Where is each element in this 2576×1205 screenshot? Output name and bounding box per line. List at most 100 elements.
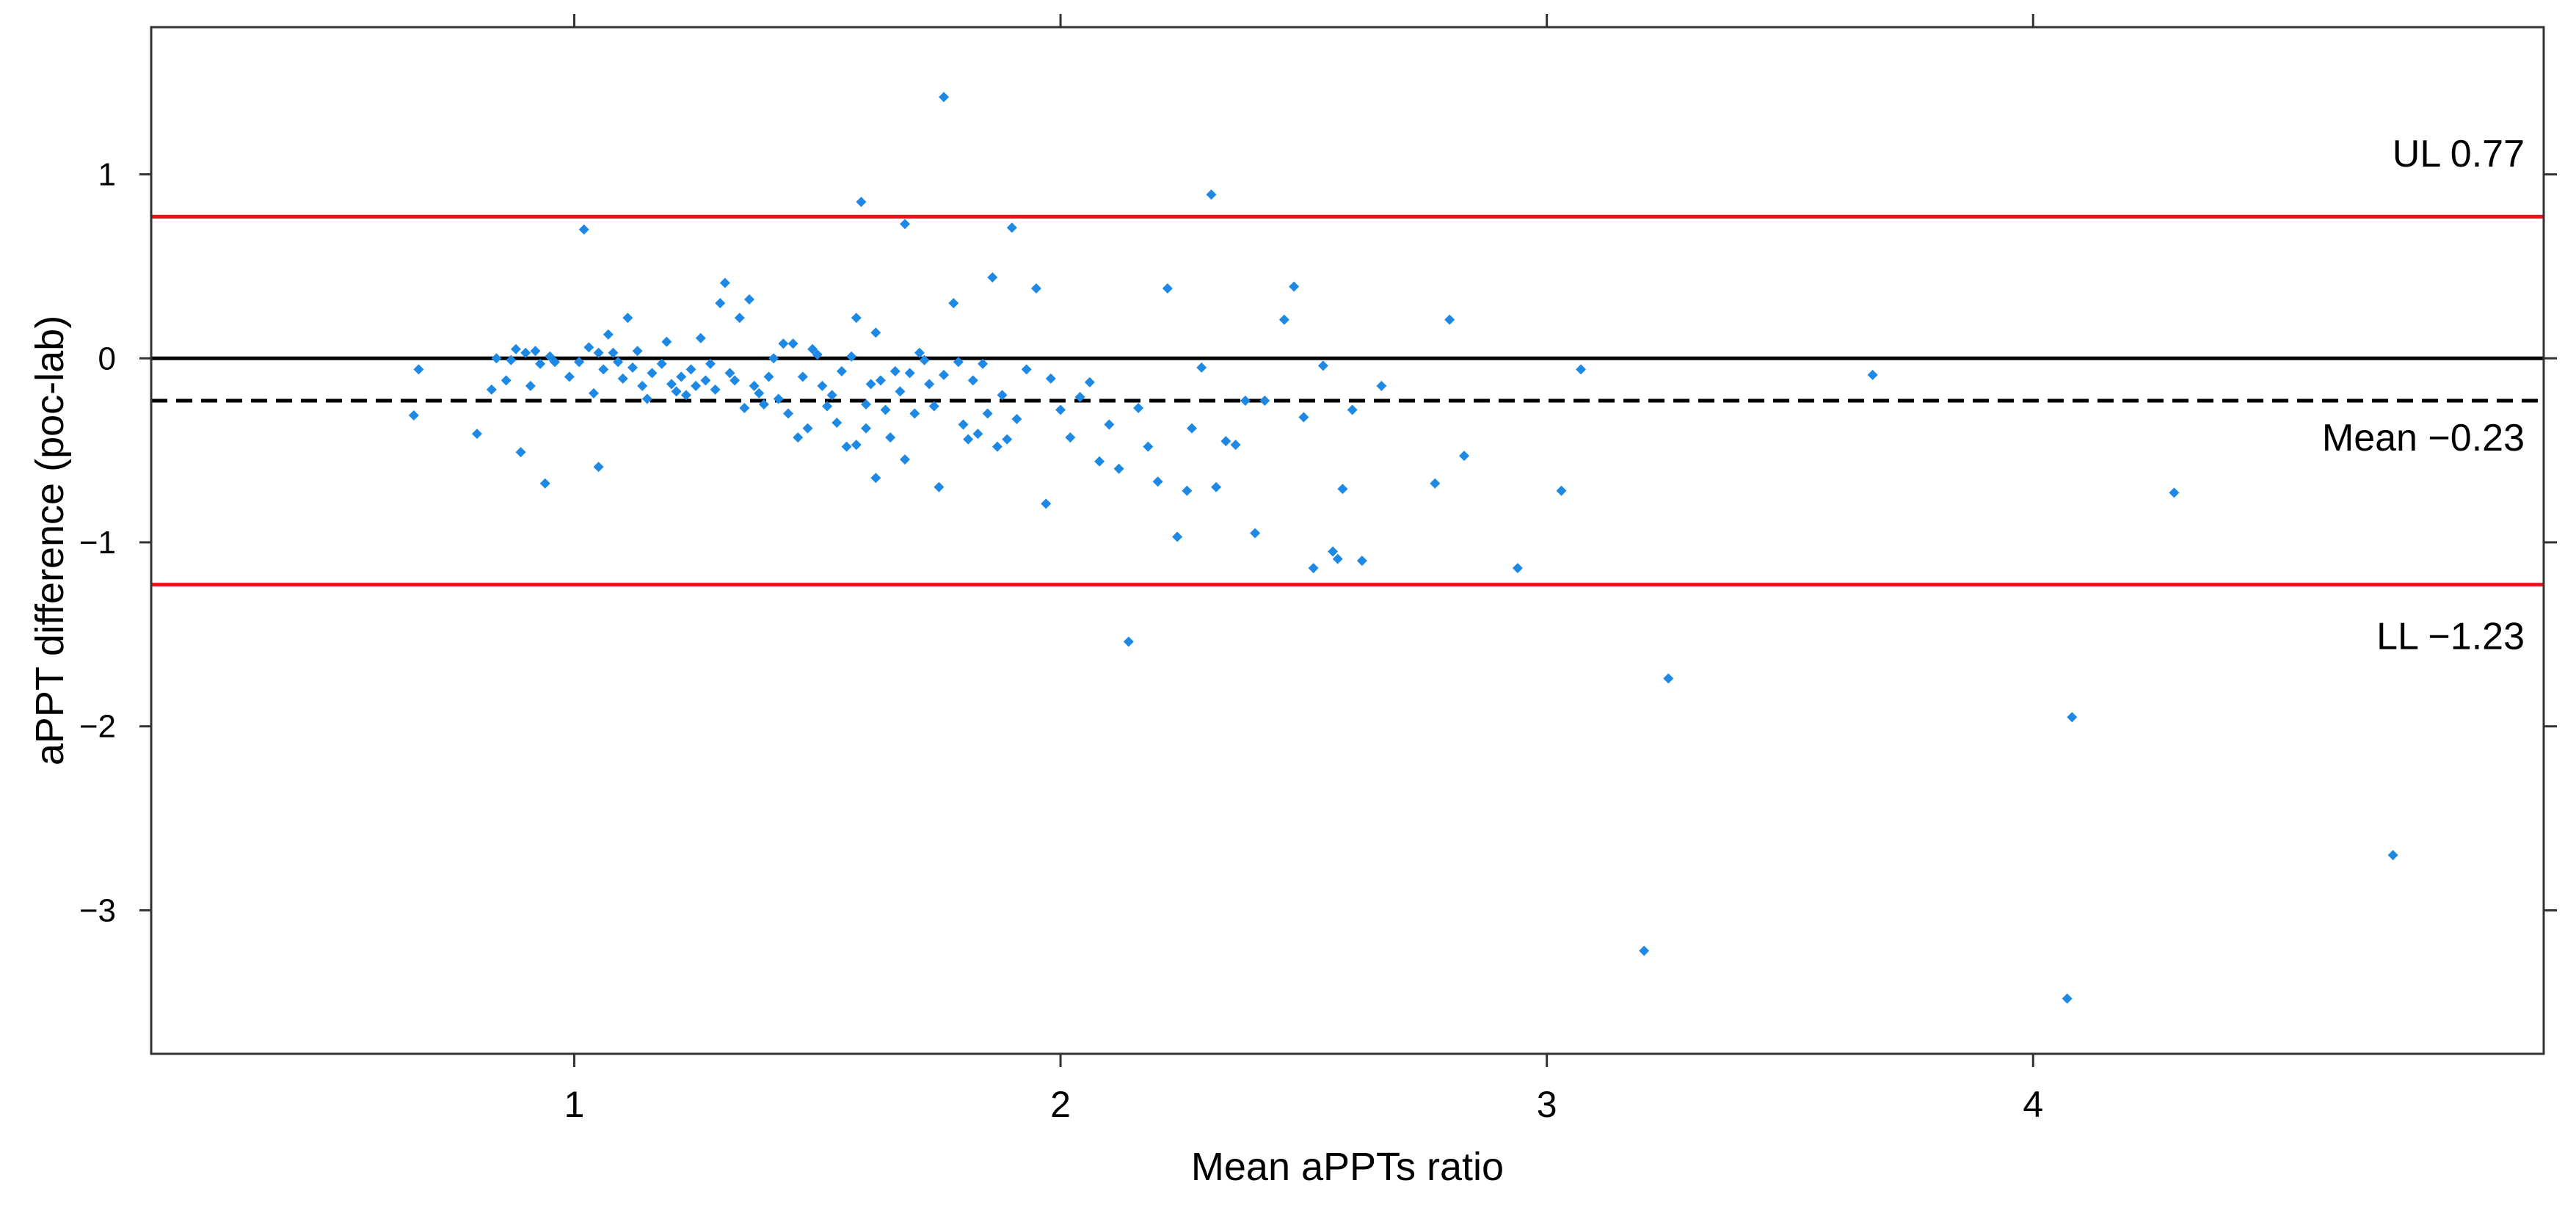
- y-axis-title: aPPT difference (poc-lab): [28, 316, 72, 765]
- data-point: [491, 353, 502, 364]
- data-point: [870, 327, 881, 338]
- data-point: [744, 294, 754, 305]
- lower-limit-label: LL −1.23: [2376, 616, 2525, 658]
- data-point: [982, 408, 993, 419]
- data-point: [1867, 369, 1878, 380]
- data-point: [870, 473, 881, 484]
- data-point: [1337, 484, 1348, 495]
- data-point: [900, 454, 911, 465]
- x-tick-label: 4: [2023, 1084, 2043, 1125]
- data-point: [768, 353, 779, 364]
- x-tick-label: 1: [564, 1084, 585, 1125]
- data-point: [603, 329, 614, 340]
- data-point: [613, 357, 624, 368]
- data-point: [763, 371, 774, 382]
- data-point: [997, 390, 1008, 401]
- data-point: [598, 364, 609, 375]
- reference-lines: [151, 214, 2544, 587]
- data-point: [934, 481, 945, 492]
- data-point: [1347, 404, 1358, 415]
- data-point: [958, 419, 969, 430]
- data-point: [1289, 281, 1300, 292]
- data-point: [2062, 993, 2073, 1004]
- data-point: [904, 368, 915, 379]
- data-point: [1182, 485, 1193, 496]
- data-point: [1152, 476, 1163, 487]
- data-point: [608, 347, 619, 358]
- data-point: [1512, 563, 1523, 574]
- data-point: [865, 379, 876, 390]
- data-point: [1556, 485, 1567, 496]
- data-point: [1084, 376, 1095, 387]
- data-point: [535, 358, 546, 369]
- data-point: [1030, 283, 1041, 294]
- data-point: [691, 380, 702, 391]
- data-point: [1444, 314, 1455, 325]
- data-point: [900, 219, 911, 230]
- data-point: [851, 313, 862, 324]
- y-tick-label: 0: [98, 341, 116, 376]
- data-point: [661, 336, 672, 347]
- data-point: [992, 441, 1003, 452]
- data-point: [1211, 481, 1222, 492]
- data-point: [647, 368, 658, 379]
- data-point: [797, 371, 808, 382]
- data-point: [807, 343, 818, 354]
- data-point: [1220, 436, 1231, 447]
- data-point: [885, 432, 896, 443]
- data-point: [1172, 531, 1183, 542]
- data-point: [1162, 283, 1173, 294]
- data-point: [676, 371, 687, 382]
- data-point: [749, 380, 760, 391]
- data-point: [719, 277, 730, 288]
- data-point: [530, 346, 541, 357]
- data-point: [1113, 463, 1124, 474]
- data-point: [734, 313, 745, 324]
- axis-labels: 1 2 3 4 1 0 −1 −2 −3 Mean aPPTs ratio aPPT differe…: [28, 157, 2043, 1189]
- data-point: [928, 401, 939, 412]
- data-point: [1430, 478, 1441, 489]
- data-point: [895, 386, 906, 397]
- data-point: [978, 358, 989, 369]
- data-point: [851, 440, 862, 451]
- data-points: [408, 92, 2398, 1004]
- data-point: [622, 313, 633, 324]
- data-point: [773, 393, 784, 404]
- data-point: [1196, 362, 1207, 373]
- data-point: [1328, 546, 1339, 557]
- data-point: [1206, 189, 1217, 200]
- data-point: [1011, 414, 1022, 425]
- data-point: [1045, 373, 1056, 384]
- x-axis-title: Mean aPPTs ratio: [1191, 1145, 1504, 1189]
- data-point: [939, 369, 950, 380]
- data-point: [875, 375, 886, 386]
- data-point: [817, 380, 828, 391]
- data-point: [593, 462, 604, 473]
- data-point: [501, 375, 512, 386]
- data-point: [846, 351, 857, 362]
- data-point: [963, 434, 974, 445]
- y-tick-label: 1: [98, 157, 116, 193]
- data-point: [909, 408, 920, 419]
- data-point: [914, 347, 925, 358]
- data-point: [1143, 441, 1154, 452]
- data-point: [510, 343, 521, 354]
- data-point: [2169, 487, 2180, 498]
- data-point: [1317, 360, 1328, 371]
- data-point: [539, 478, 550, 489]
- data-point: [1576, 364, 1587, 375]
- data-point: [856, 197, 867, 208]
- data-point: [710, 384, 721, 395]
- data-point: [1074, 391, 1085, 402]
- data-point: [641, 393, 652, 404]
- data-point: [778, 338, 789, 349]
- data-point: [832, 418, 843, 429]
- plot-frame: [150, 26, 2545, 1055]
- data-point: [861, 398, 872, 409]
- y-tick-label: −3: [79, 892, 116, 928]
- data-point: [520, 347, 531, 358]
- data-point: [919, 354, 930, 365]
- data-point: [1308, 563, 1319, 574]
